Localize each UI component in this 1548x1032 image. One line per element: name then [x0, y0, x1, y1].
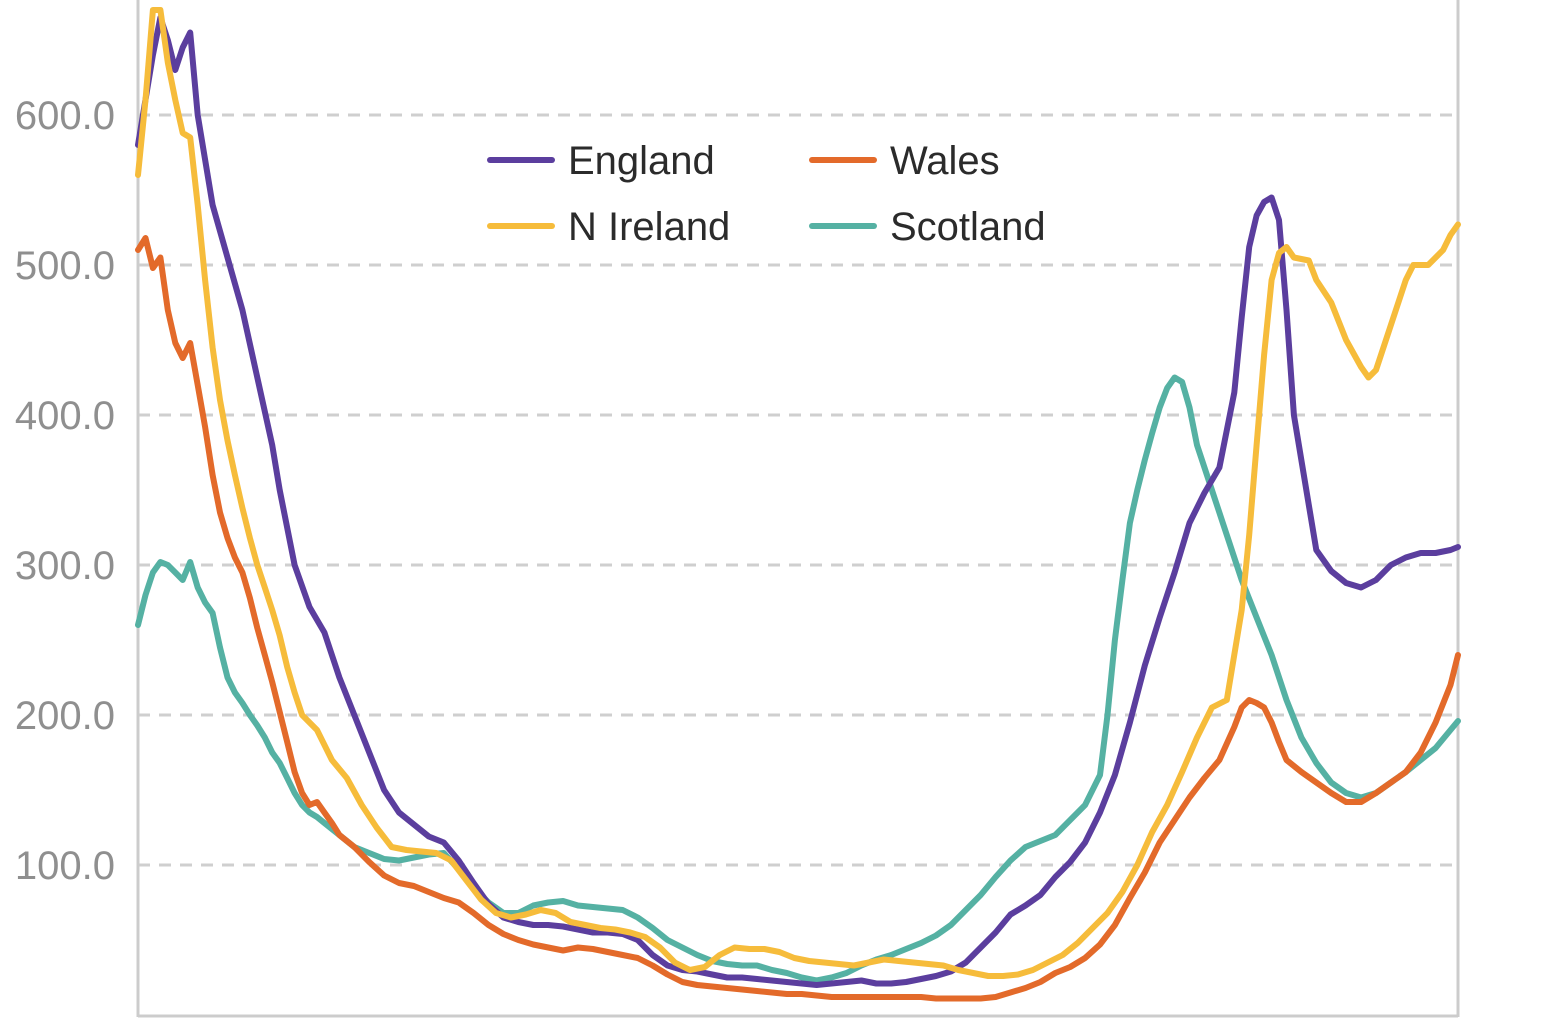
y-tick-label: 300.0 — [15, 544, 115, 588]
legend-item-n-ireland: N Ireland — [487, 205, 730, 249]
y-tick-label: 200.0 — [15, 694, 115, 738]
y-tick-label: 100.0 — [15, 844, 115, 888]
legend-item-scotland: Scotland — [809, 205, 1046, 249]
series-line-n-ireland — [135, 7, 1461, 979]
series-line-england — [135, 14, 1461, 988]
y-tick-label: 500.0 — [15, 244, 115, 288]
gridlines — [138, 113, 1458, 867]
legend-label: N Ireland — [568, 205, 730, 249]
legend-item-wales: Wales — [809, 139, 1000, 183]
legend: England Wales N Ireland Scotland — [487, 139, 1046, 249]
y-tick-label: 400.0 — [15, 394, 115, 438]
series-lines — [135, 7, 1461, 1002]
legend-label: Scotland — [890, 205, 1046, 249]
y-tick-label: 600.0 — [15, 94, 115, 138]
series-line-wales — [135, 235, 1461, 1002]
legend-item-england: England — [487, 139, 715, 183]
y-axis-ticks: 100.0 200.0 300.0 400.0 500.0 600.0 — [15, 94, 115, 888]
legend-label: Wales — [890, 139, 1000, 183]
legend-label: England — [568, 139, 715, 183]
series-line-scotland — [135, 374, 1461, 984]
